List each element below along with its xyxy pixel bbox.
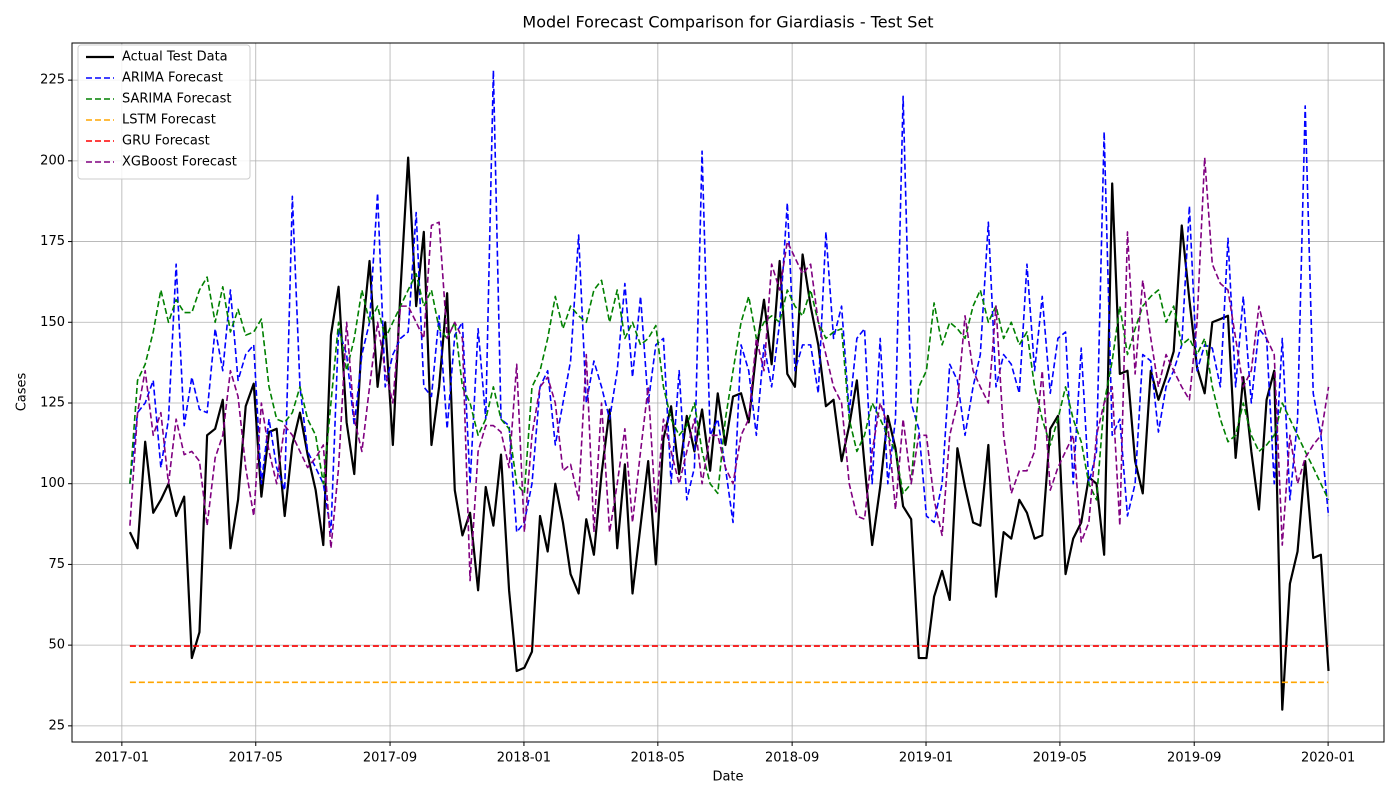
x-tick-label: 2017-09: [363, 751, 417, 766]
legend-label: XGBoost Forecast: [122, 155, 237, 170]
x-tick-label: 2018-05: [631, 751, 685, 766]
y-tick-label: 150: [40, 315, 65, 330]
x-tick-label: 2020-01: [1301, 751, 1355, 766]
legend-label: SARIMA Forecast: [122, 92, 232, 107]
x-axis-label: Date: [712, 770, 743, 785]
x-tick-label: 2018-01: [497, 751, 551, 766]
x-tick-label: 2018-09: [765, 751, 819, 766]
x-tick-label: 2019-09: [1167, 751, 1221, 766]
y-tick-label: 100: [40, 476, 65, 491]
y-tick-label: 125: [40, 395, 65, 410]
y-axis-label: Cases: [15, 372, 30, 411]
series-line: [129, 156, 1330, 582]
plot-frame: [71, 42, 1385, 743]
legend: Actual Test Data ARIMA Forecast SARIMA For…: [77, 44, 251, 180]
series-line: [129, 273, 1330, 501]
legend-label: LSTM Forecast: [122, 113, 216, 128]
x-tick-label: 2017-05: [229, 751, 283, 766]
chart-title: Model Forecast Comparison for Giardiasis…: [522, 13, 933, 32]
x-tick-label: 2019-01: [899, 751, 953, 766]
y-tick-label: 75: [48, 557, 65, 572]
legend-label: ARIMA Forecast: [122, 71, 223, 86]
y-tick-label: 225: [40, 73, 65, 88]
legend-label: GRU Forecast: [122, 134, 210, 149]
y-tick-label: 25: [48, 718, 65, 733]
legend-label: Actual Test Data: [122, 50, 228, 65]
series-line: [128, 156, 1330, 711]
y-tick-label: 200: [40, 153, 65, 168]
x-tick-label: 2019-05: [1033, 751, 1087, 766]
y-tick-label: 50: [48, 638, 65, 653]
x-tick-label: 2017-01: [95, 751, 149, 766]
y-tick-label: 175: [40, 234, 65, 249]
legend-box: [77, 44, 251, 180]
